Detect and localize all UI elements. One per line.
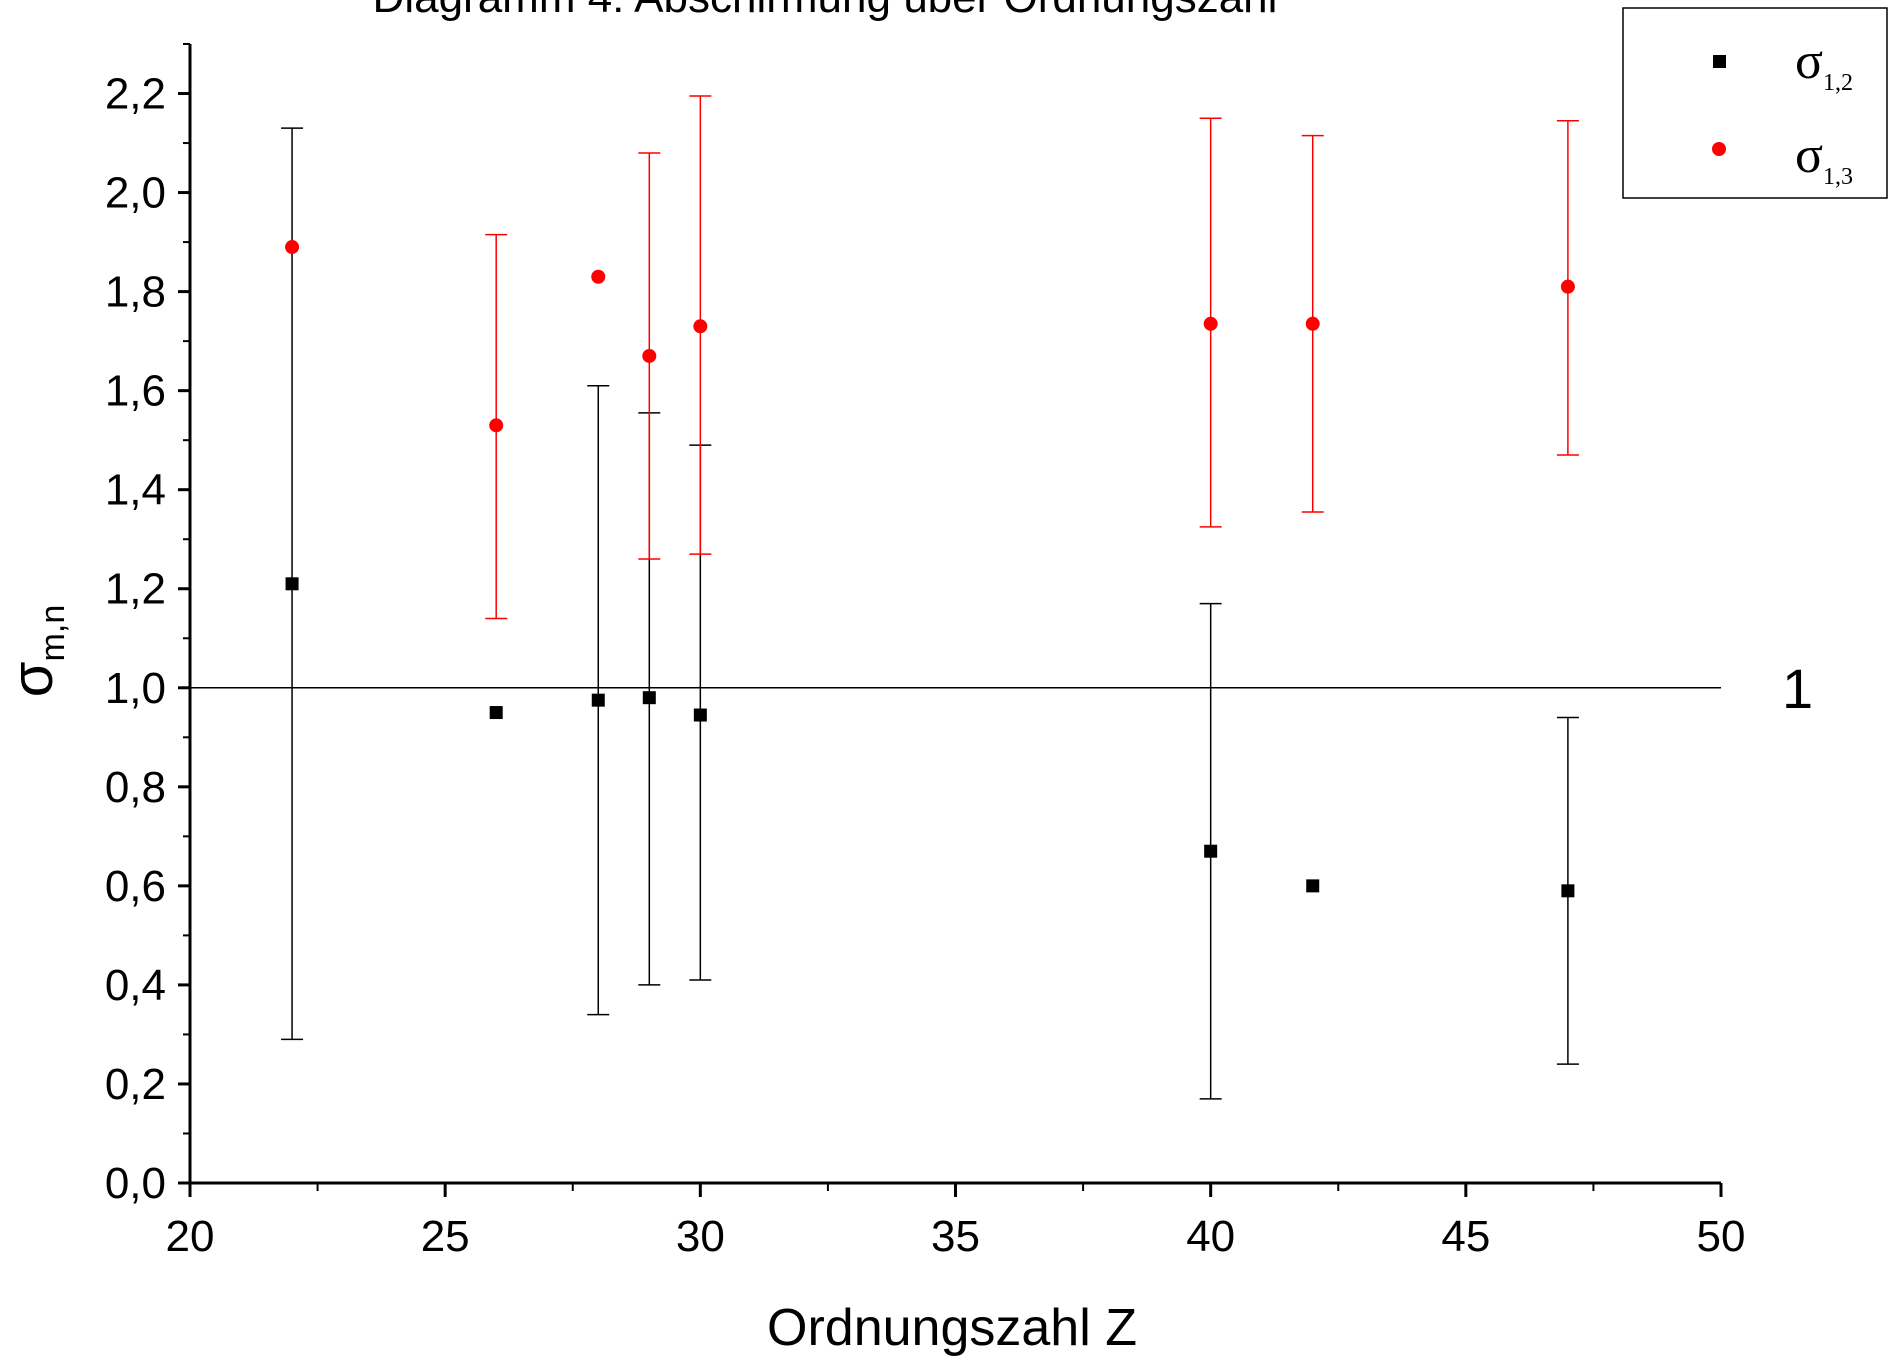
reference-line-group: 1 bbox=[190, 657, 1813, 720]
y-tick-label: 2,0 bbox=[105, 169, 166, 218]
legend-label-series-1-sub: 1,2 bbox=[1823, 70, 1853, 96]
error-bars bbox=[281, 95, 1579, 1100]
data-point-series-2 bbox=[1560, 279, 1575, 294]
data-point-series-1 bbox=[1204, 844, 1218, 858]
y-tick-label: 2,2 bbox=[105, 70, 166, 119]
y-tick-label: 1,0 bbox=[105, 664, 166, 713]
legend-box bbox=[1622, 7, 1888, 199]
legend: σ1,2 σ1,3 bbox=[1622, 7, 1888, 199]
data-point-series-2 bbox=[489, 418, 504, 433]
data-point-series-2 bbox=[1305, 316, 1320, 331]
y-tick-label: 1,6 bbox=[105, 367, 166, 416]
data-point-series-2 bbox=[642, 348, 657, 363]
legend-label-series-2: σ bbox=[1795, 127, 1823, 184]
data-points bbox=[285, 240, 1575, 898]
y-tick-label: 0,0 bbox=[105, 1159, 166, 1208]
x-tick-label: 50 bbox=[1697, 1212, 1746, 1261]
x-tick-label: 35 bbox=[931, 1212, 980, 1261]
chart-title: Diagramm 4: Abschirmung über Ordnungszah… bbox=[373, 0, 1278, 22]
axis-ticks: 20 25 30 35 40 45 50 0,0 0,2 0,4 0,6 0,8 1,0 1,2 1,4 1,… bbox=[105, 43, 1746, 1261]
data-point-series-1 bbox=[1561, 884, 1575, 898]
data-point-series-2 bbox=[1203, 316, 1218, 331]
data-point-series-1 bbox=[591, 693, 605, 707]
y-axis-label-sub: m,n bbox=[34, 605, 72, 662]
x-tick-label: 40 bbox=[1186, 1212, 1235, 1261]
data-point-series-1 bbox=[693, 708, 707, 722]
legend-marker-circle bbox=[1712, 142, 1726, 156]
data-point-series-1 bbox=[489, 706, 503, 720]
svg-text:σ1,2: σ1,2 bbox=[1795, 33, 1853, 96]
data-point-series-1 bbox=[285, 577, 299, 591]
data-point-series-2 bbox=[591, 269, 606, 284]
y-axis-label: σm,n bbox=[0, 605, 72, 697]
data-point-series-1 bbox=[1306, 879, 1320, 893]
reference-line-label: 1 bbox=[1782, 657, 1813, 720]
svg-text:σm,n: σm,n bbox=[0, 605, 72, 697]
legend-label-series-2-sub: 1,3 bbox=[1823, 164, 1853, 190]
y-tick-label: 1,8 bbox=[105, 268, 166, 317]
data-point-series-2 bbox=[693, 319, 708, 334]
x-axis-label: Ordnungszahl Z bbox=[767, 1299, 1137, 1357]
y-tick-label: 1,2 bbox=[105, 565, 166, 614]
x-tick-label: 20 bbox=[166, 1212, 215, 1261]
x-tick-label: 30 bbox=[676, 1212, 725, 1261]
legend-marker-square bbox=[1713, 55, 1726, 68]
y-tick-label: 0,2 bbox=[105, 1060, 166, 1109]
svg-text:σ1,3: σ1,3 bbox=[1795, 127, 1853, 190]
y-axis-label-base: σ bbox=[0, 661, 65, 697]
axes bbox=[188, 44, 1721, 1185]
y-tick-label: 0,6 bbox=[105, 862, 166, 911]
x-tick-label: 45 bbox=[1441, 1212, 1490, 1261]
data-point-series-2 bbox=[285, 240, 300, 255]
y-tick-label: 1,4 bbox=[105, 466, 166, 515]
y-tick-label: 0,4 bbox=[105, 961, 166, 1010]
x-tick-label: 25 bbox=[421, 1212, 470, 1261]
y-tick-label: 0,8 bbox=[105, 763, 166, 812]
legend-label-series-1: σ bbox=[1795, 33, 1823, 90]
data-point-series-1 bbox=[642, 691, 656, 705]
